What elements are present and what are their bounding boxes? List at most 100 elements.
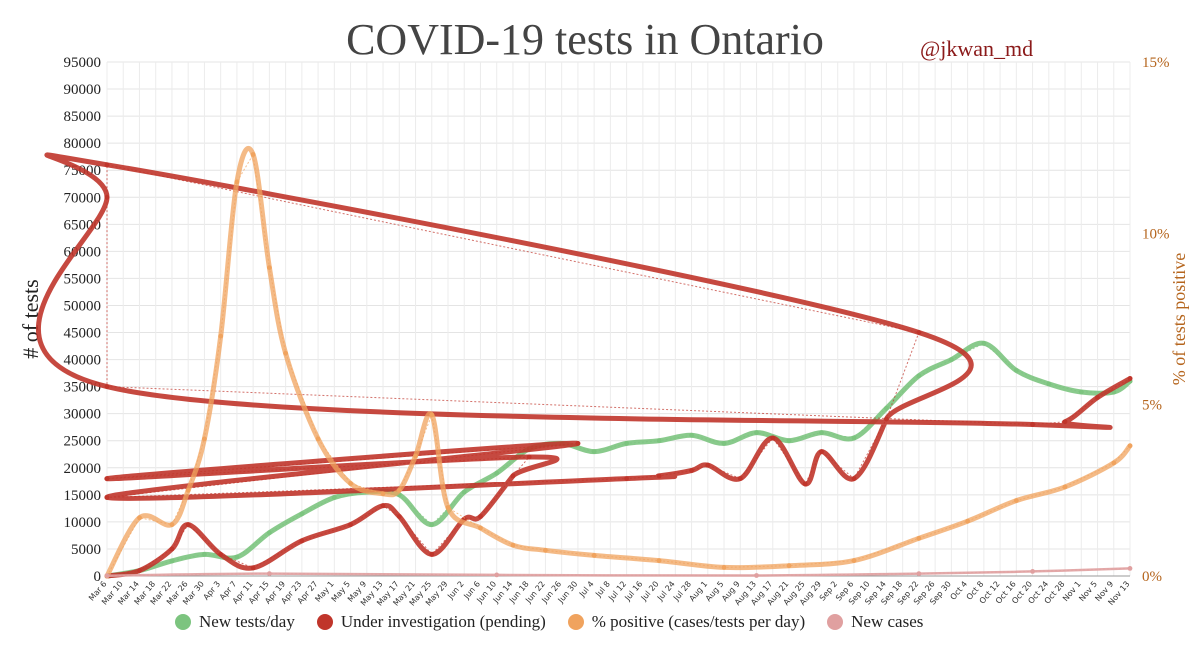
legend-label-new-tests: New tests/day — [199, 612, 295, 631]
point-positive-cases-tests-per-day — [543, 547, 548, 553]
point-under-investigation-pending — [104, 384, 110, 389]
point-new-cases — [916, 571, 922, 576]
point-under-investigation-pending — [624, 476, 629, 481]
point-new-cases — [1127, 566, 1133, 571]
legend-swatch-new-cases — [827, 614, 844, 630]
point-positive-cases-tests-per-day — [965, 518, 970, 524]
point-under-investigation-pending — [185, 522, 191, 527]
point-positive-cases-tests-per-day — [445, 505, 451, 510]
point-under-investigation-pending — [1062, 419, 1068, 425]
point-new-tests-day — [1078, 389, 1084, 395]
point-under-investigation-pending — [689, 468, 694, 473]
point-under-investigation-pending — [250, 565, 256, 571]
point-positive-cases-tests-per-day — [1127, 443, 1133, 449]
point-new-tests-day — [169, 558, 175, 564]
y-tick-label: 40000 — [64, 353, 102, 369]
point-positive-cases-tests-per-day — [851, 558, 857, 563]
point-new-cases — [494, 572, 500, 578]
legend-label-positive: % positive (cases/tests per day) — [591, 612, 806, 631]
y-tick-label: 15000 — [64, 488, 102, 504]
point-under-investigation-pending — [104, 476, 110, 481]
point-under-investigation-pending — [705, 462, 711, 468]
legend-item-new-tests: New tests/day — [175, 612, 295, 632]
point-positive-cases-tests-per-day — [429, 412, 435, 418]
point-under-investigation-pending — [737, 476, 743, 481]
y-tick-label: 5000 — [71, 542, 101, 558]
point-under-investigation-pending — [916, 330, 922, 335]
y-tick-label: 55000 — [64, 271, 102, 287]
point-under-investigation-pending — [575, 441, 581, 446]
x-tick-label: Jul 12 — [606, 580, 628, 604]
y-tick-label: 20000 — [64, 461, 102, 477]
y-tick-label: 70000 — [64, 190, 102, 206]
point-positive-cases-tests-per-day — [510, 542, 516, 548]
point-new-tests-day — [267, 530, 272, 536]
point-under-investigation-pending — [380, 503, 386, 509]
point-under-investigation-pending — [478, 514, 483, 519]
point-positive-cases-tests-per-day — [218, 333, 224, 339]
series-daily-under-investigation-pending — [106, 164, 1131, 577]
point-under-investigation-pending — [802, 481, 808, 487]
point-new-cases — [754, 573, 759, 578]
y2-tick-label: 15% — [1142, 55, 1170, 71]
author-handle: @jkwan_md — [920, 36, 1034, 61]
point-new-tests-day — [851, 435, 857, 441]
point-new-cases — [104, 573, 110, 579]
point-under-investigation-pending — [656, 473, 662, 479]
y-tick-label: 45000 — [64, 326, 102, 342]
point-new-tests-day — [1046, 381, 1052, 387]
point-under-investigation-pending — [851, 476, 857, 481]
point-new-tests-day — [754, 430, 759, 435]
point-positive-cases-tests-per-day — [202, 436, 207, 442]
point-new-tests-day — [1013, 368, 1019, 373]
point-under-investigation-pending — [1095, 395, 1100, 400]
point-under-investigation-pending — [348, 522, 353, 527]
legend-swatch-positive — [567, 614, 584, 630]
y2-axis-title: % of tests positive — [1169, 253, 1189, 386]
point-new-tests-day — [981, 340, 987, 346]
point-under-investigation-pending — [104, 495, 110, 500]
y2-tick-label: 10% — [1142, 226, 1170, 242]
y-tick-label: 95000 — [64, 55, 102, 71]
point-positive-cases-tests-per-day — [348, 481, 353, 486]
point-positive-cases-tests-per-day — [721, 565, 727, 570]
point-under-investigation-pending — [819, 449, 824, 454]
legend-swatch-new-tests — [175, 614, 191, 630]
point-under-investigation-pending — [104, 162, 110, 168]
point-new-tests-day — [916, 373, 922, 379]
point-positive-cases-tests-per-day — [1111, 460, 1117, 466]
point-under-investigation-pending — [104, 194, 110, 200]
point-new-tests-day — [689, 432, 694, 438]
y-tick-label: 90000 — [64, 82, 102, 98]
y2-tick-label: 0% — [1142, 569, 1162, 585]
y-tick-label: 85000 — [64, 109, 102, 125]
y-tick-label: 50000 — [64, 298, 102, 314]
point-new-tests-day — [624, 441, 629, 446]
point-new-tests-day — [331, 495, 337, 500]
x-tick-label: Jul 20 — [639, 580, 661, 604]
y-tick-label: 25000 — [64, 434, 102, 450]
series-line-positive-cases-tests-per-day — [104, 146, 1133, 579]
point-positive-cases-tests-per-day — [591, 553, 597, 558]
y-tick-label: 0 — [94, 569, 102, 585]
legend-swatch-pending — [316, 614, 333, 630]
legend: New tests/day Under investigation (pendi… — [175, 612, 923, 632]
point-new-cases — [1030, 569, 1035, 574]
point-positive-cases-tests-per-day — [234, 179, 240, 185]
point-positive-cases-tests-per-day — [656, 558, 662, 563]
x-tick-label: Oct 4 — [948, 580, 969, 602]
point-under-investigation-pending — [169, 546, 175, 552]
gridlines — [106, 61, 1131, 577]
y-tick-label: 10000 — [64, 515, 102, 531]
series-line-under-investigation-pending — [36, 152, 1133, 579]
series-layer — [36, 146, 1133, 579]
point-under-investigation-pending — [137, 568, 142, 573]
point-positive-cases-tests-per-day — [315, 436, 321, 442]
y-tick-label: 30000 — [64, 407, 102, 423]
point-new-tests-day — [591, 449, 597, 454]
legend-label-pending: Under investigation (pending) — [340, 612, 546, 631]
point-new-tests-day — [786, 438, 792, 444]
x-tick-label: Jul 4 — [577, 580, 596, 600]
point-positive-cases-tests-per-day — [786, 563, 792, 569]
x-tick-label: Jul 24 — [655, 580, 677, 604]
